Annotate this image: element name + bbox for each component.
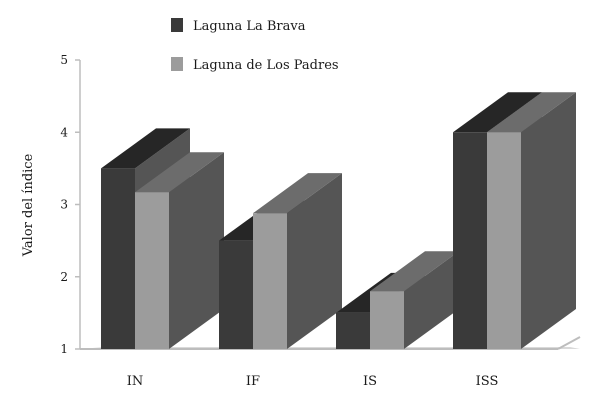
- legend-label-los-padres: Laguna de Los Padres: [193, 58, 339, 73]
- y-axis-label: Valor del índice: [21, 153, 36, 257]
- y-tick-label: 5: [60, 53, 68, 67]
- legend-swatch-la-brava: [171, 18, 183, 32]
- bar-la-brava-iss-top: [453, 92, 542, 133]
- bar-los-padres-is-side: [404, 251, 459, 349]
- bar-la-brava-in-front: [101, 168, 135, 349]
- bar-los-padres-is: [370, 251, 459, 349]
- tick-labels: 1 2 3 4 5 IN IF IS ISS: [60, 53, 498, 389]
- legend-swatch-los-padres: [171, 57, 183, 71]
- bar-los-padres-if-front: [253, 213, 287, 349]
- bar-los-padres-in-front: [135, 192, 169, 349]
- bar-los-padres-is-top: [370, 251, 459, 292]
- bar-los-padres-iss-top: [487, 92, 576, 133]
- x-tick-label-is: IS: [363, 374, 377, 389]
- bar-los-padres-in: [135, 152, 224, 349]
- bar-los-padres-in-side: [169, 152, 224, 349]
- x-tick-label-in: IN: [127, 374, 144, 389]
- bar-los-padres-if-top: [253, 173, 342, 214]
- bar-la-brava-if-front: [219, 240, 253, 349]
- y-tick-label: 3: [60, 198, 68, 212]
- bars: [101, 92, 576, 349]
- bar-la-brava-in-top: [101, 128, 190, 169]
- bar-los-padres-in-top: [135, 152, 224, 193]
- legend: Laguna La Brava Laguna de Los Padres: [171, 18, 339, 73]
- x-tick-label-if: IF: [246, 374, 260, 389]
- bar-los-padres-iss-side: [521, 92, 576, 349]
- bar-la-brava-iss-front: [453, 132, 487, 349]
- y-tick-label: 2: [60, 270, 68, 284]
- bar-los-padres-iss: [487, 92, 576, 349]
- bar-los-padres-iss-front: [487, 132, 521, 349]
- bar-la-brava-is-front: [336, 312, 370, 349]
- x-tick-label-iss: ISS: [476, 374, 499, 389]
- bar-los-padres-if-side: [287, 173, 342, 349]
- legend-label-la-brava: Laguna La Brava: [193, 19, 306, 34]
- y-tick-label: 4: [60, 125, 68, 139]
- x-axis-depth-line: [557, 336, 581, 350]
- bar-los-padres-if: [253, 173, 342, 349]
- bar-los-padres-is-front: [370, 291, 404, 349]
- y-tick-label: 1: [60, 342, 68, 356]
